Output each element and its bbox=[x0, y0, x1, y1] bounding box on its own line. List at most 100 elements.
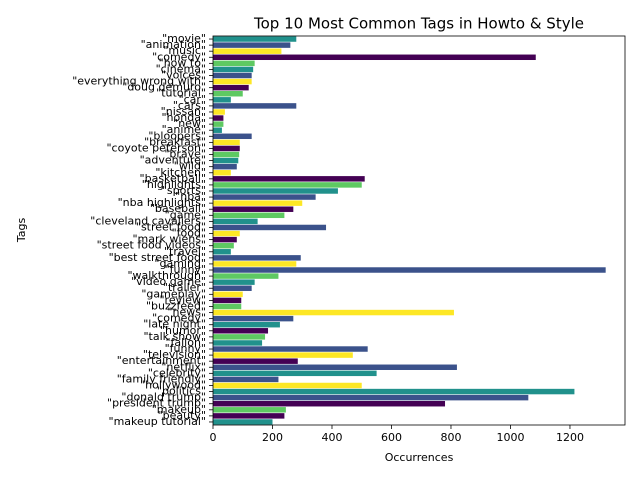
bar bbox=[213, 346, 368, 352]
y-tick-label: "cleveland cavaliers" bbox=[90, 214, 206, 227]
bar bbox=[213, 212, 285, 219]
y-tick-label: "sports" bbox=[162, 184, 206, 197]
y-tick-label: "mark wiens" bbox=[133, 233, 207, 246]
y-tick-label: "cars" bbox=[173, 99, 206, 112]
bar bbox=[213, 163, 237, 170]
y-tick-label: "video game" bbox=[131, 275, 206, 288]
bar bbox=[213, 194, 316, 200]
bar bbox=[213, 394, 529, 401]
y-tick-label: "donald trump" bbox=[121, 391, 206, 404]
y-tick-label: "hollywood" bbox=[140, 378, 206, 391]
y-tick-label: "how to" bbox=[159, 56, 206, 69]
bar bbox=[213, 400, 446, 407]
x-tick-label: 1200 bbox=[556, 431, 584, 444]
y-tick-label: "baseball" bbox=[150, 202, 206, 215]
y-tick-label: "funny" bbox=[165, 263, 206, 276]
x-tick-label: 0 bbox=[210, 431, 217, 444]
bar bbox=[213, 151, 240, 158]
y-tick-label: "voices" bbox=[161, 69, 206, 82]
y-tick-label: "new" bbox=[173, 117, 206, 130]
bar bbox=[213, 255, 301, 261]
y-tick-label: "walkthrough" bbox=[127, 269, 206, 282]
bar bbox=[213, 273, 279, 279]
bar bbox=[213, 261, 297, 267]
y-tick-label: "comedy" bbox=[152, 312, 206, 325]
y-tick-label: "car" bbox=[179, 93, 206, 106]
bar bbox=[213, 358, 298, 364]
bar bbox=[213, 315, 294, 322]
y-tick-label: "fallon" bbox=[165, 336, 206, 349]
bar bbox=[213, 91, 243, 97]
y-tick-label: "makeup" bbox=[152, 403, 206, 416]
y-tick-label: "beauty" bbox=[158, 409, 206, 422]
x-axis-label: Occurrences bbox=[385, 451, 454, 464]
y-tick-label: "anime" bbox=[162, 123, 206, 136]
bar bbox=[213, 115, 224, 121]
y-tick-label: "gameplay" bbox=[141, 287, 206, 300]
y-tick-label: "trailer" bbox=[163, 281, 206, 294]
bar bbox=[213, 48, 282, 54]
y-tick-label: "basketball" bbox=[140, 172, 206, 185]
y-tick-label: "doug demuro" bbox=[122, 81, 206, 94]
y-tick-label: "tutorial" bbox=[156, 87, 206, 100]
y-tick-label: "animation" bbox=[141, 38, 206, 51]
y-tick-label: "late night" bbox=[143, 318, 206, 331]
bar bbox=[213, 328, 269, 334]
bar bbox=[213, 249, 231, 255]
bar bbox=[213, 279, 255, 285]
y-tick-label: "adventure" bbox=[140, 154, 206, 167]
bar bbox=[213, 188, 338, 194]
bar bbox=[213, 103, 297, 109]
y-tick-label: "humor" bbox=[160, 324, 206, 337]
bar bbox=[213, 382, 362, 389]
bar bbox=[213, 176, 365, 182]
x-tick-label: 600 bbox=[381, 431, 402, 444]
bar bbox=[213, 121, 224, 127]
y-tick-label: "coyote peterson" bbox=[107, 141, 207, 154]
y-tick-label: "nissan" bbox=[161, 105, 206, 118]
bar bbox=[213, 291, 243, 298]
y-tick-label: "politics" bbox=[157, 385, 206, 398]
bar bbox=[213, 419, 273, 425]
y-tick-label: "buzzfeed" bbox=[146, 299, 206, 312]
bar bbox=[213, 242, 234, 249]
bar bbox=[213, 370, 377, 377]
bar bbox=[213, 285, 252, 291]
y-tick-label: "music" bbox=[163, 44, 206, 57]
bar bbox=[213, 42, 291, 48]
y-tick-label: "cinema" bbox=[156, 62, 206, 75]
y-tick-label: "nba" bbox=[175, 190, 206, 203]
y-tick-label: "best street food" bbox=[109, 251, 206, 264]
bar bbox=[213, 72, 252, 79]
y-tick-label: "celebrity" bbox=[148, 366, 206, 379]
x-tick-label: 800 bbox=[440, 431, 461, 444]
bar bbox=[213, 236, 237, 243]
y-tick-label: "review" bbox=[160, 293, 207, 306]
bar bbox=[213, 145, 240, 152]
bar bbox=[213, 206, 294, 212]
y-tick-label: "comedy" bbox=[152, 50, 206, 63]
bar bbox=[213, 388, 575, 395]
y-tick-label: "makeup tutorial" bbox=[109, 415, 206, 428]
bar bbox=[213, 230, 240, 237]
y-tick-label: "funny" bbox=[165, 342, 206, 355]
y-tick-label: "movie" bbox=[162, 32, 206, 45]
bar bbox=[213, 352, 353, 358]
bar bbox=[213, 267, 606, 273]
y-tick-label: "game" bbox=[165, 208, 206, 221]
y-tick-label: "nba highlights" bbox=[118, 196, 206, 209]
bar bbox=[213, 413, 285, 419]
bar bbox=[213, 182, 362, 188]
bar bbox=[213, 66, 254, 73]
y-axis-label: Tags bbox=[15, 218, 28, 244]
y-tick-label: "entertainment" bbox=[117, 354, 206, 367]
y-tick-label: "everything wrong with" bbox=[72, 75, 206, 88]
y-tick-label: "street food" bbox=[136, 220, 206, 233]
bar bbox=[213, 309, 454, 316]
y-tick-label: "president trump" bbox=[107, 397, 206, 410]
y-tick-label: "food" bbox=[172, 227, 206, 240]
y-tick-label: "brave" bbox=[164, 148, 206, 161]
y-tick-label: "breakfast" bbox=[144, 135, 206, 148]
bar bbox=[213, 139, 240, 146]
